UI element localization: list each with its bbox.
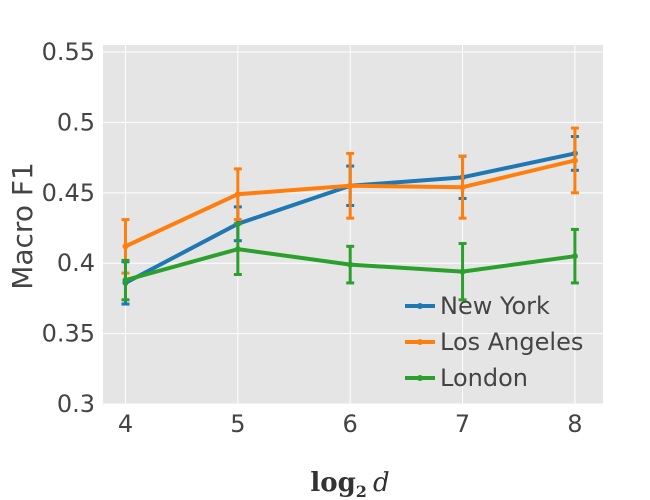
data-point-los-angeles [122,243,129,250]
data-point-london [122,277,129,284]
x-axis-title: log2 d [310,468,389,500]
x-tick-label: 5 [230,410,245,438]
data-point-los-angeles [234,191,241,198]
series-layer [121,126,579,306]
series-london [121,222,579,302]
tick-labels: 0.3 0.35 0.4 0.45 0.5 0.55 4 5 6 7 8 [42,38,583,438]
y-tick-label: 0.55 [42,38,95,66]
x-tick-label: 4 [118,410,133,438]
x-axis-title-variable: d [373,468,390,498]
data-point-los-angeles [571,157,578,164]
data-point-london [459,268,466,275]
y-tick-label: 0.35 [42,320,95,348]
y-axis-title: Macro F1 [6,162,39,290]
legend-label-new-york: New York [440,292,550,320]
legend-label-london: London [440,364,528,392]
data-point-london [347,261,354,268]
x-axis-title-log: log [310,468,355,498]
x-tick-label: 6 [343,410,358,438]
data-point-london [234,246,241,253]
data-point-london [571,253,578,260]
legend-marker-los-angeles [417,339,423,345]
legend-marker-london [417,375,423,381]
x-tick-label: 8 [567,410,582,438]
y-tick-label: 0.3 [57,390,95,418]
legend-marker-new-york [417,303,423,309]
data-point-los-angeles [347,182,354,189]
y-tick-label: 0.45 [42,179,95,207]
series-los-angeles [121,126,579,275]
y-tick-label: 0.4 [57,249,95,277]
y-tick-label: 0.5 [57,108,95,136]
legend-label-los-angeles: Los Angeles [440,328,583,356]
legend: New York Los Angeles London [405,292,583,392]
data-point-los-angeles [459,184,466,191]
x-tick-label: 7 [455,410,470,438]
plot-background [103,45,603,404]
x-axis-title-subscript: 2 [356,482,367,500]
